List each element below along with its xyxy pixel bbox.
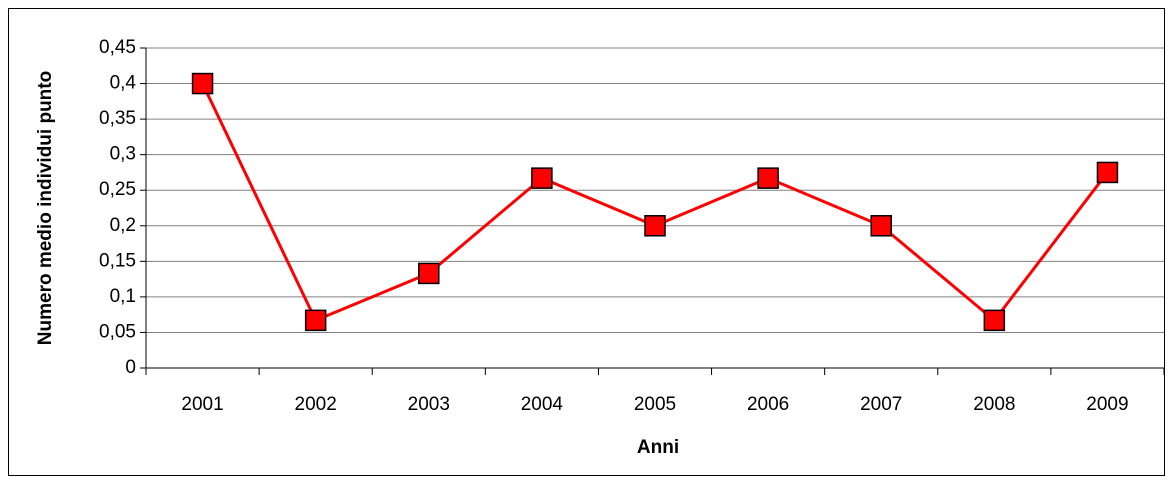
- x-tick-label: 2006: [747, 394, 789, 415]
- data-marker: [191, 72, 214, 95]
- y-tick-label: 0,35: [99, 108, 136, 129]
- data-marker: [531, 167, 553, 189]
- x-tick-label: 2002: [295, 394, 337, 415]
- y-tick-label: 0,4: [110, 73, 137, 94]
- x-tick-label: 2004: [521, 394, 564, 415]
- x-tick-label: 2008: [973, 394, 1015, 415]
- x-tick-label: 2005: [634, 394, 676, 415]
- y-tick-label: 0,05: [99, 321, 136, 342]
- data-marker: [870, 215, 892, 237]
- data-marker: [418, 262, 440, 285]
- data-marker: [1096, 161, 1119, 184]
- x-axis-label: Anni: [637, 437, 679, 458]
- data-marker: [304, 309, 327, 332]
- y-tick-label: 0,45: [99, 37, 136, 58]
- y-tick-label: 0,25: [99, 179, 136, 200]
- y-tick-label: 0,15: [99, 250, 136, 271]
- data-marker: [644, 215, 666, 237]
- y-tick-label: 0,2: [110, 215, 136, 236]
- x-tick-label: 2003: [408, 394, 450, 415]
- y-tick-label: 0,3: [110, 144, 136, 165]
- x-tick-label: 2009: [1086, 394, 1128, 415]
- data-marker: [983, 309, 1006, 332]
- x-tick-label: 2001: [181, 394, 223, 415]
- y-axis-label: Numero medio individui punto: [35, 71, 56, 345]
- y-tick-label: 0: [125, 357, 136, 378]
- data-marker: [757, 167, 779, 189]
- y-tick-label: 0,1: [110, 286, 136, 307]
- x-tick-label: 2007: [860, 394, 902, 415]
